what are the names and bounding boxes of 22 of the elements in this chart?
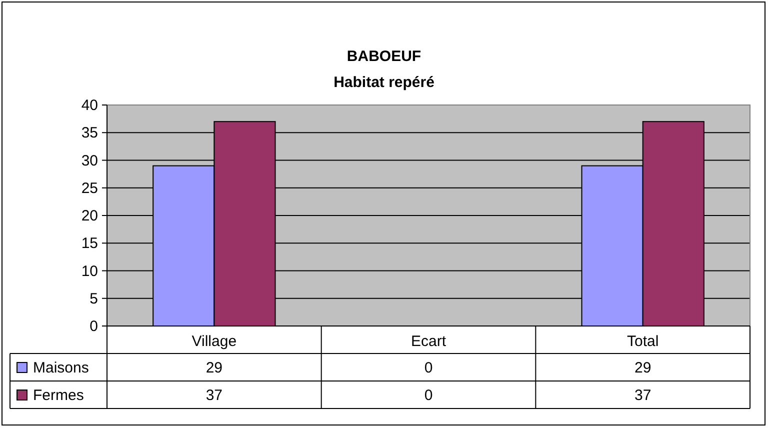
data-label: 0 — [424, 360, 433, 376]
data-label: 29 — [634, 360, 652, 376]
x-tick-label: Village — [192, 333, 237, 350]
y-tick-label: 30 — [81, 152, 98, 170]
y-tick-label: 0 — [90, 318, 98, 335]
y-tick-label: 40 — [81, 97, 98, 114]
y-tick-label: 5 — [90, 290, 98, 308]
chart-title: BABOEUF — [346, 48, 422, 65]
data-label: 37 — [206, 387, 223, 404]
legend-label: Fermes — [33, 387, 84, 404]
legend-label: Maisons — [33, 360, 89, 376]
y-tick-label: 15 — [81, 235, 98, 252]
chart-subtitle: Habitat repéré — [334, 74, 434, 91]
y-tick-label: 35 — [81, 124, 98, 142]
x-tick-label: Total — [626, 333, 659, 350]
data-label: 29 — [206, 360, 223, 376]
y-tick-label: 20 — [81, 208, 98, 224]
data-label: 37 — [634, 387, 652, 404]
data-label: 0 — [424, 387, 433, 404]
y-tick-label: 10 — [81, 262, 98, 280]
x-tick-label: Ecart — [410, 333, 447, 350]
y-tick-label: 25 — [81, 180, 98, 197]
